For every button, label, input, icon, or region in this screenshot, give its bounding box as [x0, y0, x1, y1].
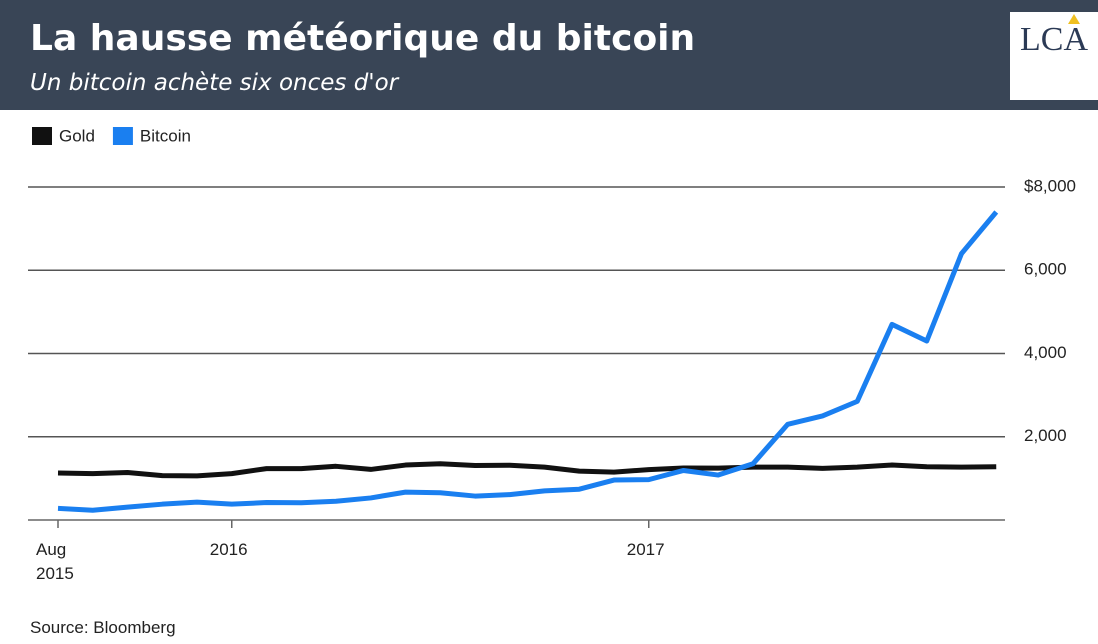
series-line: [57, 461, 997, 479]
x-tick-label: 2017: [626, 540, 665, 559]
legend-swatch: [112, 127, 133, 145]
chart-title: La hausse météorique du bitcoin: [30, 18, 696, 59]
x-tick-label: Aug 2015: [36, 540, 74, 583]
header: [0, 0, 1098, 110]
logo-mark: [1068, 14, 1080, 24]
series-line: [57, 210, 999, 513]
legend-label: Bitcoin: [140, 126, 191, 145]
y-tick-label: 6,000: [1024, 260, 1067, 279]
y-tick-label: 2,000: [1024, 426, 1067, 445]
logo: LCA: [1010, 12, 1098, 100]
y-tick-label: $8,000: [1024, 176, 1076, 195]
legend-swatch: [32, 127, 52, 145]
y-tick-label: 4,000: [1024, 343, 1067, 362]
x-tick-label: 2016: [209, 540, 248, 559]
chart-subtitle: Un bitcoin achète six onces d'or: [30, 70, 399, 96]
legend-label: Gold: [59, 126, 95, 145]
source: Source: Bloomberg: [30, 618, 176, 637]
